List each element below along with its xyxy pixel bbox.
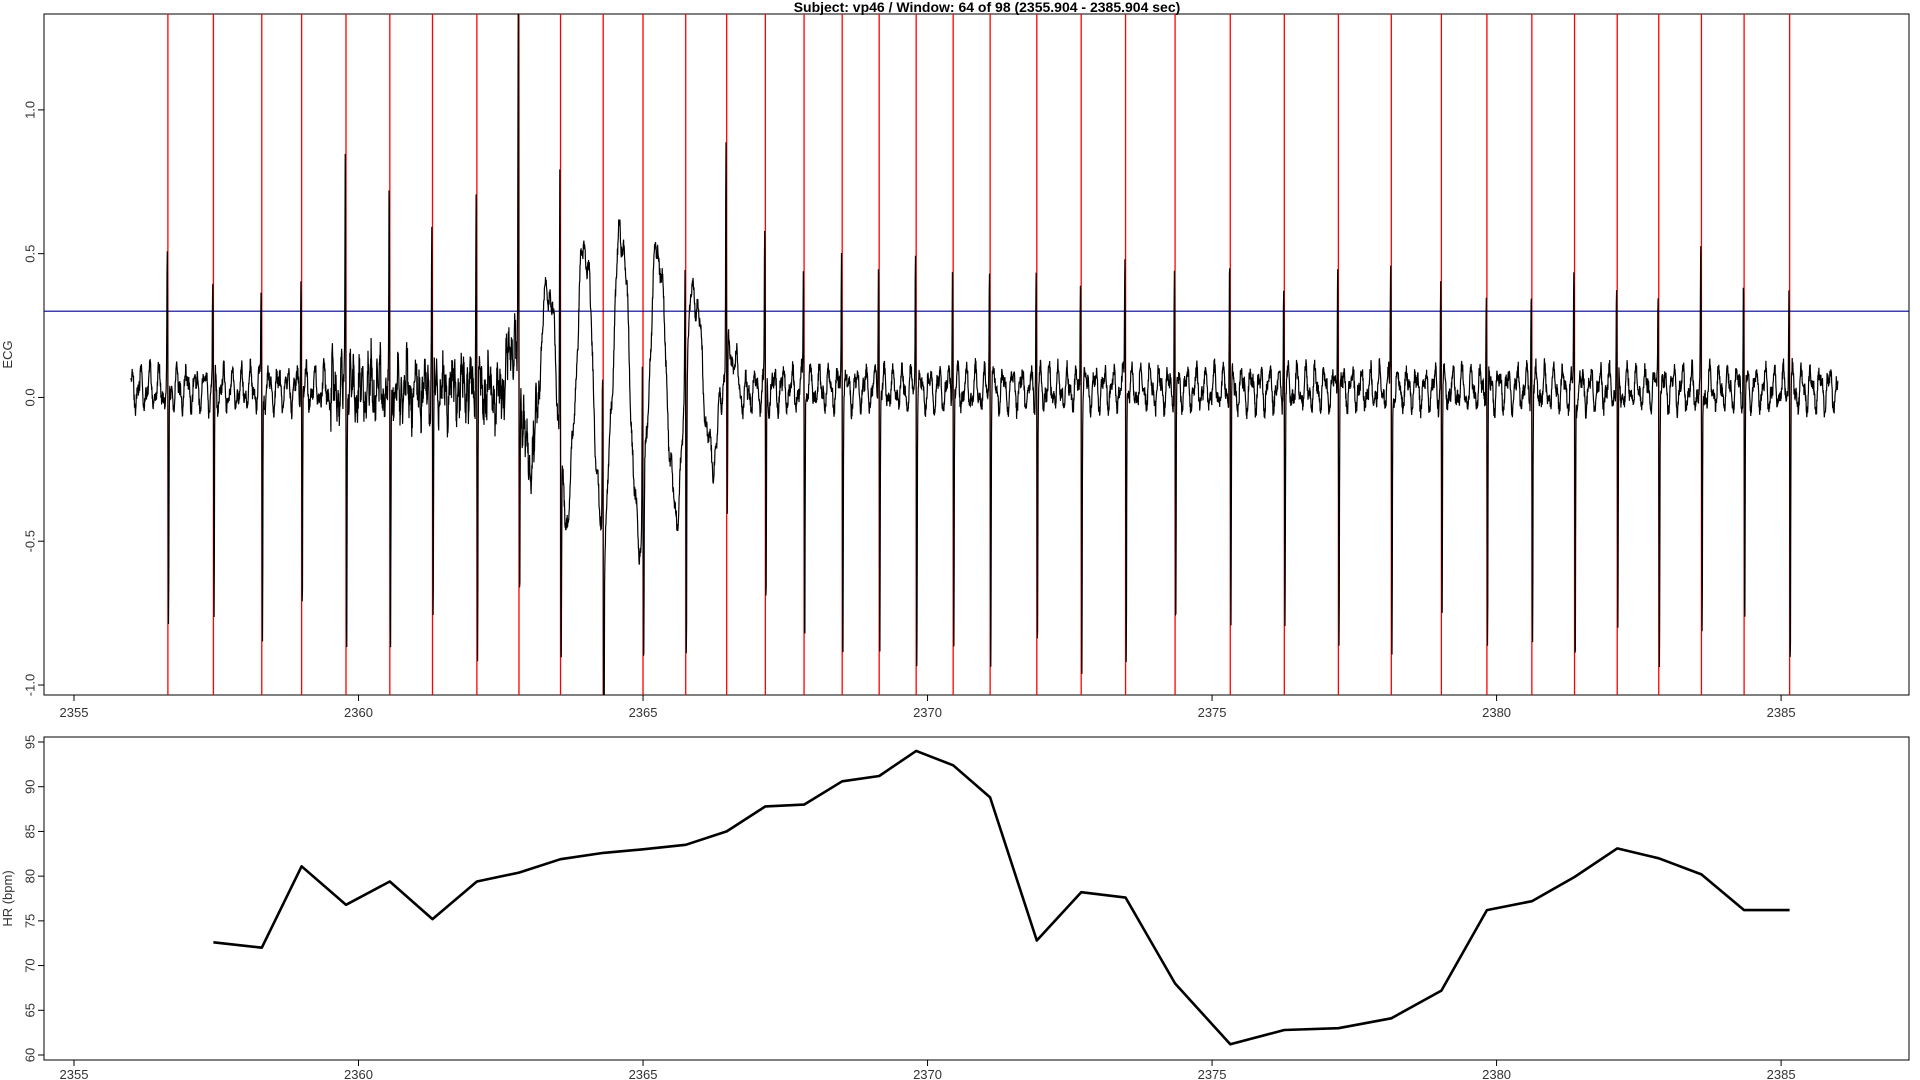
hr-x-tick-label: 2360: [344, 1067, 373, 1080]
hr-x-tick-label: 2385: [1767, 1067, 1796, 1080]
ecg-x-tick-label: 2385: [1767, 705, 1796, 720]
hr-y-axis-label: HR (bpm): [0, 870, 15, 926]
ecg-plot-frame: [43, 13, 1910, 696]
ecg-signal-trace: [130, 14, 1839, 695]
hr-y-tick-label: 95: [23, 735, 38, 749]
ecg-x-tick-label: 2380: [1482, 705, 1511, 720]
hr-plot-frame: [43, 736, 1910, 1061]
hr-x-tick-label: 2370: [913, 1067, 942, 1080]
ecg-x-tick-label: 2365: [629, 705, 658, 720]
ecg-panel: -1.0 -0.5 0.0 0.5 1.0 2355 2360 2365 2370 2375 238…: [0, 13, 1910, 720]
ecg-y-tick-label: 1.0: [23, 101, 38, 119]
hr-y-tick-label: 60: [23, 1048, 38, 1062]
hr-y-tick-label: 90: [23, 779, 38, 793]
hr-x-tick-label: 2355: [60, 1067, 89, 1080]
ecg-y-tick-label: -0.5: [23, 530, 38, 552]
ecg-y-tick-label: 0.0: [23, 388, 38, 406]
hr-x-tick-label: 2375: [1198, 1067, 1227, 1080]
hr-y-tick-label: 85: [23, 824, 38, 838]
ecg-x-tick-label: 2375: [1198, 705, 1227, 720]
hr-y-tick-label: 80: [23, 869, 38, 883]
ecg-x-tick-label: 2370: [913, 705, 942, 720]
ecg-y-axis-label: ECG: [0, 340, 15, 368]
hr-y-tick-label: 65: [23, 1003, 38, 1017]
hr-panel: 60 65 70 75 80 85 90 95 2355 2360 2365 2370 2375 2380…: [0, 735, 1910, 1080]
hr-x-tick-label: 2380: [1482, 1067, 1511, 1080]
hr-line: [213, 749, 1790, 1046]
ecg-x-tick-label: 2360: [344, 705, 373, 720]
chart-title: Subject: vp46 / Window: 64 of 98 (2355.9…: [794, 0, 1181, 15]
ecg-y-tick-label: -1.0: [23, 674, 38, 696]
hr-y-tick-label: 70: [23, 958, 38, 972]
hr-x-tick-label: 2365: [629, 1067, 658, 1080]
ecg-y-tick-label: 0.5: [23, 245, 38, 263]
ecg-x-tick-label: 2355: [60, 705, 89, 720]
hr-y-tick-label: 75: [23, 914, 38, 928]
ecg-plot-area: [44, 14, 1909, 695]
